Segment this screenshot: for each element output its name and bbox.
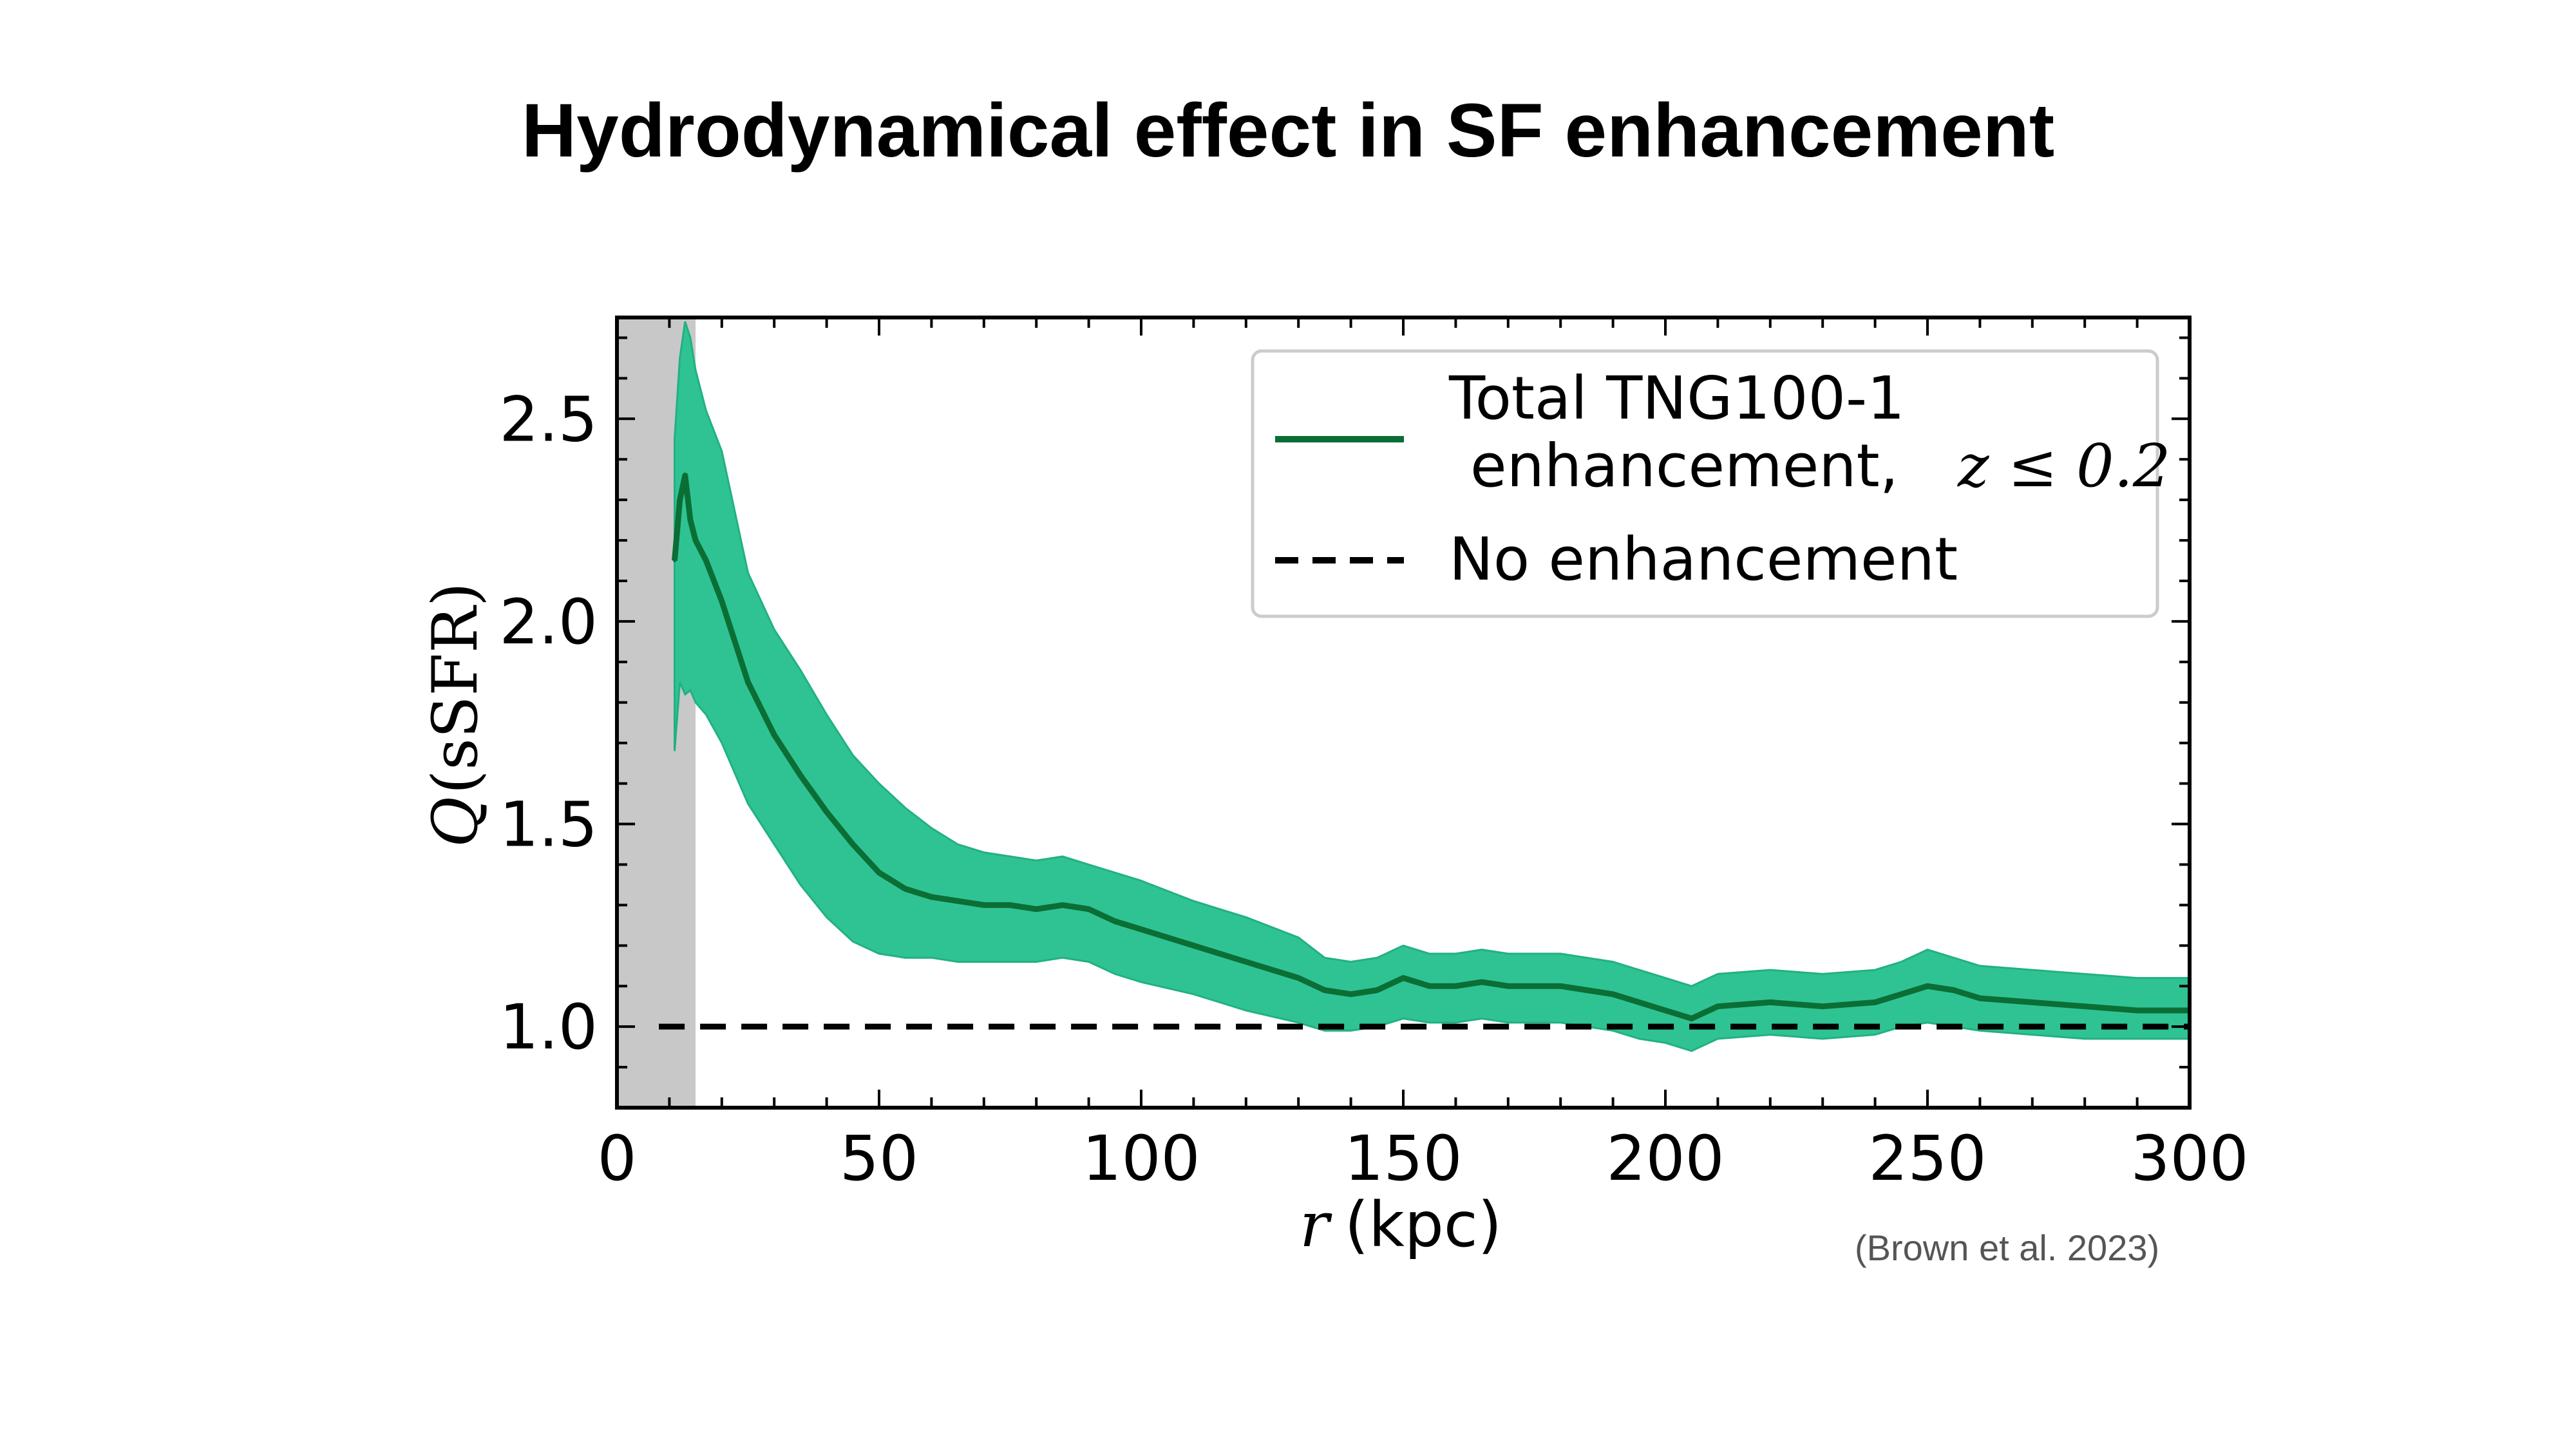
x-tick-label: 100 (1082, 1122, 1200, 1195)
data-point (1296, 976, 1300, 980)
data-point (1428, 984, 1432, 988)
data-point (799, 773, 802, 777)
data-point (1533, 984, 1536, 988)
y-tick-label: 2.0 (499, 586, 598, 658)
data-point (1663, 1009, 1667, 1012)
x-tick-label: 250 (1868, 1122, 1986, 1195)
legend-baseline-label: No enhancement (1449, 525, 1958, 594)
data-point (1113, 920, 1117, 923)
data-point (1401, 976, 1405, 980)
data-point (1690, 1017, 1694, 1021)
x-tick-label: 50 (840, 1122, 918, 1195)
y-axis-symbol: Q (419, 797, 491, 848)
data-point (1061, 903, 1065, 907)
data-point (904, 887, 907, 891)
legend-series-label-line1: Total TNG100-1 (1448, 364, 1905, 433)
data-point (1454, 984, 1457, 988)
x-tick-label: 150 (1344, 1122, 1462, 1195)
data-point (720, 599, 724, 603)
plot-area (617, 317, 2190, 1108)
y-tick-label: 1.5 (499, 789, 598, 861)
data-point (929, 895, 933, 899)
data-point (956, 899, 960, 903)
data-point (2083, 1005, 2087, 1009)
data-point (1480, 980, 1484, 984)
data-point (982, 903, 986, 907)
data-point (825, 810, 829, 814)
data-point (1349, 992, 1353, 996)
data-point (1244, 960, 1248, 963)
data-point (678, 498, 682, 502)
data-point (1139, 927, 1143, 931)
x-tick-label: 200 (1606, 1122, 1724, 1195)
legend-box (1251, 349, 2159, 618)
data-point (1034, 907, 1038, 911)
data-point (1191, 943, 1195, 947)
data-point (1978, 996, 1982, 1000)
confidence-band (674, 321, 2190, 1052)
data-point (1506, 984, 1510, 988)
axis-layer: 0 50 100 150 200 250 300 1.0 1.5 2.0 2.5 (499, 316, 2249, 1195)
data-point (1768, 1000, 1772, 1004)
data-point (1009, 903, 1012, 907)
y-tick-label: 2.5 (499, 383, 598, 455)
data-point (694, 538, 697, 542)
data-point (1323, 989, 1327, 992)
svg-text:Q (sSFR): Q (sSFR) (419, 582, 491, 848)
data-point (1926, 984, 1929, 988)
data-point (772, 733, 776, 737)
data-point (877, 871, 881, 875)
data-point (704, 559, 708, 563)
data-point (746, 680, 750, 684)
citation: (Brown et al. 2023) (1855, 1227, 2160, 1268)
legend: Total TNG100-1 enhancement, z ≤ 0.2 No e… (1251, 349, 2170, 618)
data-point (2136, 1009, 2139, 1012)
legend-series-label-line2: enhancement, (1470, 431, 1899, 500)
x-tick-label: 300 (2130, 1122, 2248, 1195)
x-axis-label: r (kpc) (1300, 1189, 1502, 1261)
data-point (1873, 1000, 1877, 1004)
data-point (1637, 1000, 1641, 1004)
plot-layer (617, 317, 2190, 1108)
data-point (683, 473, 687, 477)
data-point (1585, 989, 1589, 992)
data-point (1899, 992, 1903, 996)
x-axis-unit: (kpc) (1345, 1189, 1502, 1261)
data-point (1375, 989, 1379, 992)
data-point (1821, 1005, 1824, 1009)
data-point (2031, 1000, 2034, 1004)
y-tick-label: 1.0 (499, 991, 598, 1063)
y-axis-label: Q (sSFR) (419, 582, 491, 848)
slide-title: Hydrodynamical effect in SF enhancement (521, 88, 2055, 173)
data-point (673, 559, 677, 563)
data-point (1716, 1005, 1719, 1009)
data-point (1611, 992, 1615, 996)
data-point (1952, 989, 1956, 992)
legend-series-math: z ≤ 0.2 (1957, 431, 2170, 500)
x-tick-label: 0 (597, 1122, 636, 1195)
y-axis-arg: (sSFR) (419, 582, 491, 794)
data-point (688, 518, 692, 522)
data-point (1558, 984, 1562, 988)
data-point (1087, 907, 1091, 911)
data-point (851, 842, 855, 846)
x-axis-symbol: r (1300, 1189, 1332, 1261)
